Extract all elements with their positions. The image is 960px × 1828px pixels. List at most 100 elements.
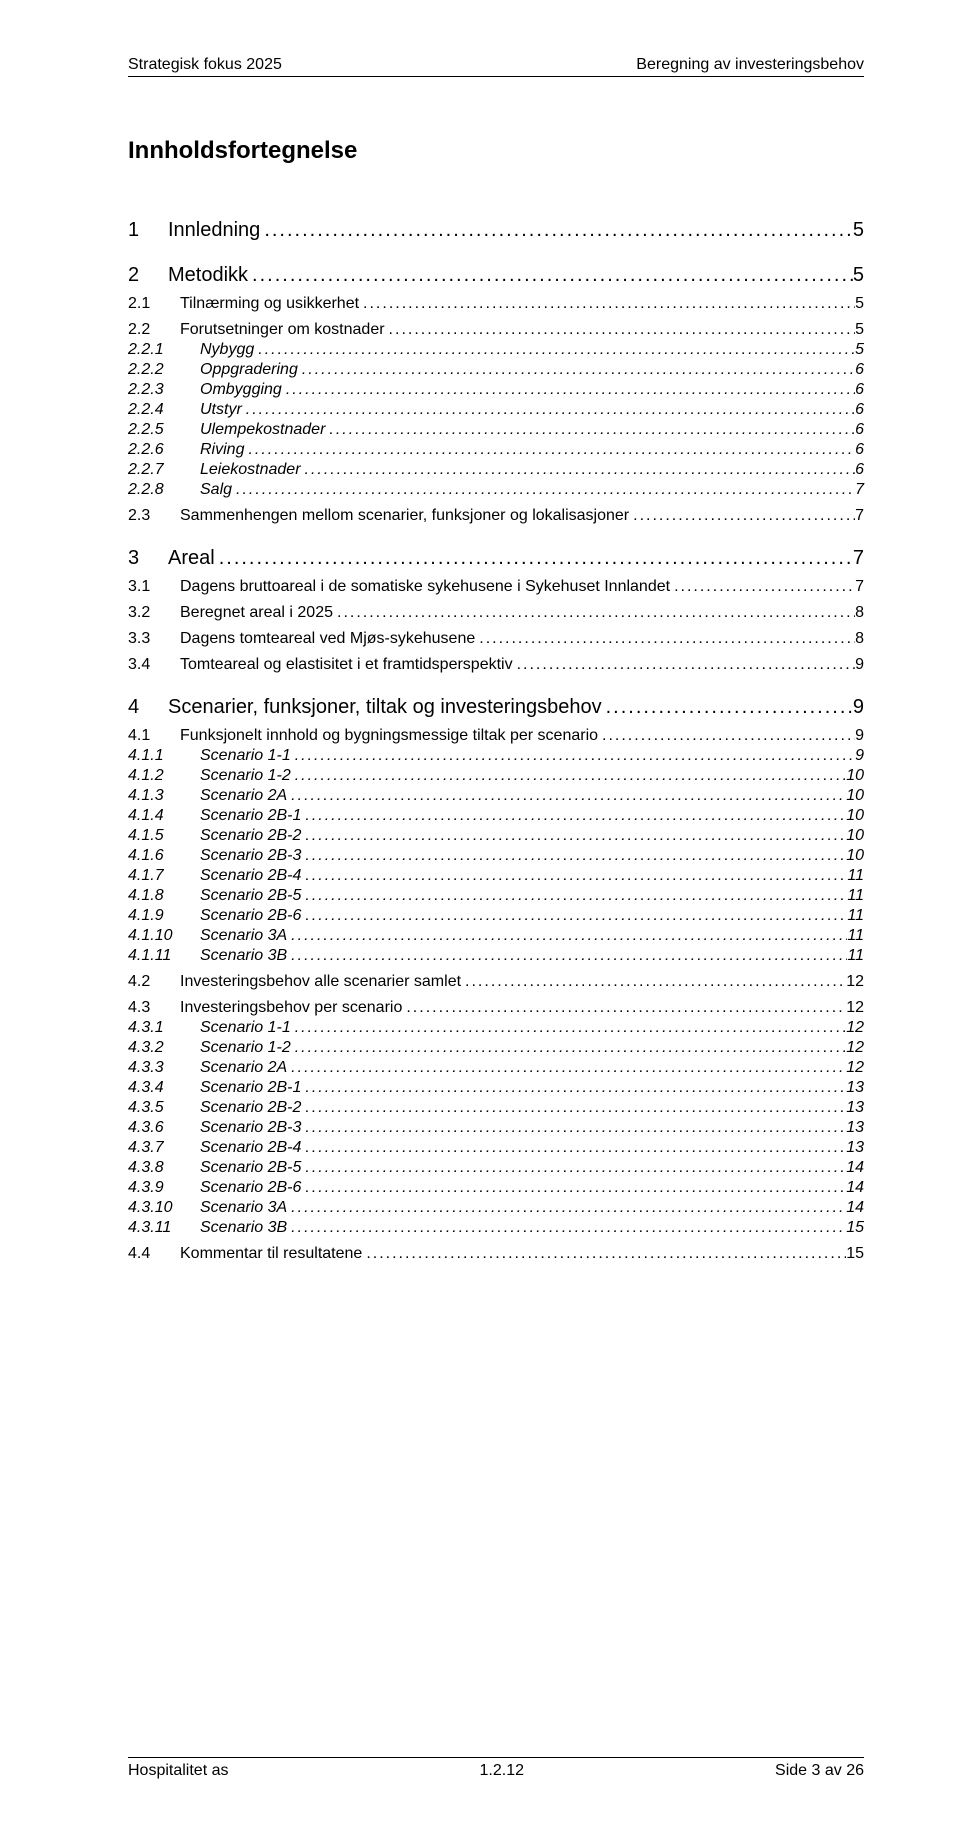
toc-entry-label: Tomteareal og elastisitet i et framtidsp…	[180, 656, 513, 674]
toc-entry[interactable]: 4.1Funksjonelt innhold og bygningsmessig…	[128, 727, 864, 745]
page-footer: Hospitalitet as 1.2.12 Side 3 av 26	[128, 1757, 864, 1780]
toc-entry-page: 9	[855, 747, 864, 765]
header-right: Beregning av investeringsbehov	[636, 56, 864, 74]
toc-entry-number: 4.2	[128, 973, 180, 991]
toc-entry-label: Dagens bruttoareal i de somatiske sykehu…	[180, 578, 670, 596]
toc-entry-page: 14	[846, 1199, 864, 1217]
toc-entry[interactable]: 4.1.11Scenario 3B11	[128, 947, 864, 965]
toc-entry-label: Scenario 2B-6	[200, 1179, 301, 1197]
toc-entry[interactable]: 2.2.2Oppgradering6	[128, 361, 864, 379]
toc-entry[interactable]: 2.2.3Ombygging6	[128, 381, 864, 399]
toc-title: Innholdsfortegnelse	[128, 137, 864, 165]
toc-entry[interactable]: 4.4Kommentar til resultatene15	[128, 1245, 864, 1263]
toc-entry[interactable]: 4.3.6Scenario 2B-313	[128, 1119, 864, 1137]
toc-leader-dots	[301, 827, 846, 845]
toc-entry-number: 2	[128, 264, 168, 287]
toc-entry-page: 7	[855, 481, 864, 499]
toc-entry-number: 2.2.7	[128, 461, 200, 479]
toc-entry[interactable]: 4.3.2Scenario 1-212	[128, 1039, 864, 1057]
toc-entry[interactable]: 4.3.3Scenario 2A12	[128, 1059, 864, 1077]
toc-entry-page: 9	[855, 656, 864, 674]
toc-entry[interactable]: 3.4Tomteareal og elastisitet i et framti…	[128, 656, 864, 674]
toc-entry[interactable]: 4.3.11Scenario 3B15	[128, 1219, 864, 1237]
header-left: Strategisk fokus 2025	[128, 56, 282, 74]
toc-entry[interactable]: 3.2Beregnet areal i 20258	[128, 604, 864, 622]
toc-entry[interactable]: 4.1.9Scenario 2B-611	[128, 907, 864, 925]
toc-entry[interactable]: 2.2.6Riving6	[128, 441, 864, 459]
toc-entry[interactable]: 2.2.7Leiekostnader6	[128, 461, 864, 479]
toc-entry-label: Tilnærming og usikkerhet	[180, 295, 359, 313]
toc-entry[interactable]: 2.2.1Nybygg5	[128, 341, 864, 359]
toc-entry[interactable]: 2.2.4Utstyr6	[128, 401, 864, 419]
toc-entry-page: 6	[855, 461, 864, 479]
toc-entry[interactable]: 4.1.5Scenario 2B-210	[128, 827, 864, 845]
toc-entry[interactable]: 3.1Dagens bruttoareal i de somatiske syk…	[128, 578, 864, 596]
toc-entry-page: 8	[855, 630, 864, 648]
toc-entry-number: 4.3.4	[128, 1079, 200, 1097]
toc-entry[interactable]: 4.3.8Scenario 2B-514	[128, 1159, 864, 1177]
toc-entry[interactable]: 2.2.5Ulempekostnader6	[128, 421, 864, 439]
toc-entry-number: 2.2.8	[128, 481, 200, 499]
toc-entry-page: 10	[846, 807, 864, 825]
toc-entry[interactable]: 2Metodikk5	[128, 264, 864, 287]
toc-entry-page: 5	[855, 295, 864, 313]
toc-entry-page: 13	[846, 1139, 864, 1157]
toc-entry-number: 4.3.10	[128, 1199, 200, 1217]
toc-entry-page: 7	[855, 507, 864, 525]
toc-entry[interactable]: 4.2Investeringsbehov alle scenarier saml…	[128, 973, 864, 991]
toc-leader-dots	[291, 747, 855, 765]
toc-entry-page: 12	[846, 973, 864, 991]
toc-entry-number: 4.3.8	[128, 1159, 200, 1177]
toc-entry-label: Scenario 2B-3	[200, 847, 301, 865]
toc-entry-page: 14	[846, 1179, 864, 1197]
toc-entry[interactable]: 2.2Forutsetninger om kostnader5	[128, 321, 864, 339]
toc-entry[interactable]: 2.2.8Salg7	[128, 481, 864, 499]
toc-entry[interactable]: 2.1Tilnærming og usikkerhet5	[128, 295, 864, 313]
toc-entry-label: Investeringsbehov alle scenarier samlet	[180, 973, 461, 991]
toc-entry[interactable]: 4.3.9Scenario 2B-614	[128, 1179, 864, 1197]
toc-entry-number: 2.2.1	[128, 341, 200, 359]
toc-leader-dots	[287, 1199, 846, 1217]
toc-entry-number: 2.3	[128, 507, 180, 525]
toc-entry-label: Nybygg	[200, 341, 254, 359]
toc-leader-dots	[301, 1159, 846, 1177]
toc-entry[interactable]: 4.3.5Scenario 2B-213	[128, 1099, 864, 1117]
toc-entry[interactable]: 4.3Investeringsbehov per scenario12	[128, 999, 864, 1017]
toc-entry[interactable]: 4Scenarier, funksjoner, tiltak og invest…	[128, 696, 864, 719]
toc-leader-dots	[242, 401, 855, 419]
toc-entry-page: 7	[855, 578, 864, 596]
toc-entry[interactable]: 4.1.1Scenario 1-19	[128, 747, 864, 765]
table-of-contents: 1Innledning52Metodikk52.1Tilnærming og u…	[128, 197, 864, 1733]
toc-entry[interactable]: 4.3.10Scenario 3A14	[128, 1199, 864, 1217]
toc-entry-page: 9	[853, 696, 864, 719]
toc-entry[interactable]: 3Areal7	[128, 547, 864, 570]
toc-entry[interactable]: 1Innledning5	[128, 219, 864, 242]
toc-entry-label: Dagens tomteareal ved Mjøs-sykehusene	[180, 630, 475, 648]
toc-entry-page: 5	[853, 219, 864, 242]
toc-entry[interactable]: 4.1.2Scenario 1-210	[128, 767, 864, 785]
toc-entry[interactable]: 4.1.3Scenario 2A10	[128, 787, 864, 805]
toc-leader-dots	[402, 999, 846, 1017]
footer-right: Side 3 av 26	[775, 1762, 864, 1780]
toc-entry[interactable]: 4.1.6Scenario 2B-310	[128, 847, 864, 865]
toc-entry[interactable]: 4.1.7Scenario 2B-411	[128, 867, 864, 885]
toc-entry-label: Innledning	[168, 219, 260, 242]
toc-entry-number: 4.3.1	[128, 1019, 200, 1037]
toc-entry-label: Scenario 2B-6	[200, 907, 301, 925]
toc-entry-label: Scenario 2B-2	[200, 827, 301, 845]
toc-entry-page: 5	[853, 264, 864, 287]
toc-entry[interactable]: 3.3Dagens tomteareal ved Mjøs-sykehusene…	[128, 630, 864, 648]
toc-entry-label: Funksjonelt innhold og bygningsmessige t…	[180, 727, 598, 745]
toc-entry-page: 13	[846, 1119, 864, 1137]
toc-entry[interactable]: 4.1.8Scenario 2B-511	[128, 887, 864, 905]
toc-entry-label: Oppgradering	[200, 361, 298, 379]
toc-entry[interactable]: 2.3Sammenhengen mellom scenarier, funksj…	[128, 507, 864, 525]
toc-entry[interactable]: 4.3.1Scenario 1-112	[128, 1019, 864, 1037]
toc-entry[interactable]: 4.3.4Scenario 2B-113	[128, 1079, 864, 1097]
toc-entry-label: Kommentar til resultatene	[180, 1245, 362, 1263]
toc-entry[interactable]: 4.1.10Scenario 3A11	[128, 927, 864, 945]
toc-leader-dots	[287, 1059, 846, 1077]
toc-entry[interactable]: 4.3.7Scenario 2B-413	[128, 1139, 864, 1157]
page-header: Strategisk fokus 2025 Beregning av inves…	[128, 56, 864, 77]
toc-entry[interactable]: 4.1.4Scenario 2B-110	[128, 807, 864, 825]
